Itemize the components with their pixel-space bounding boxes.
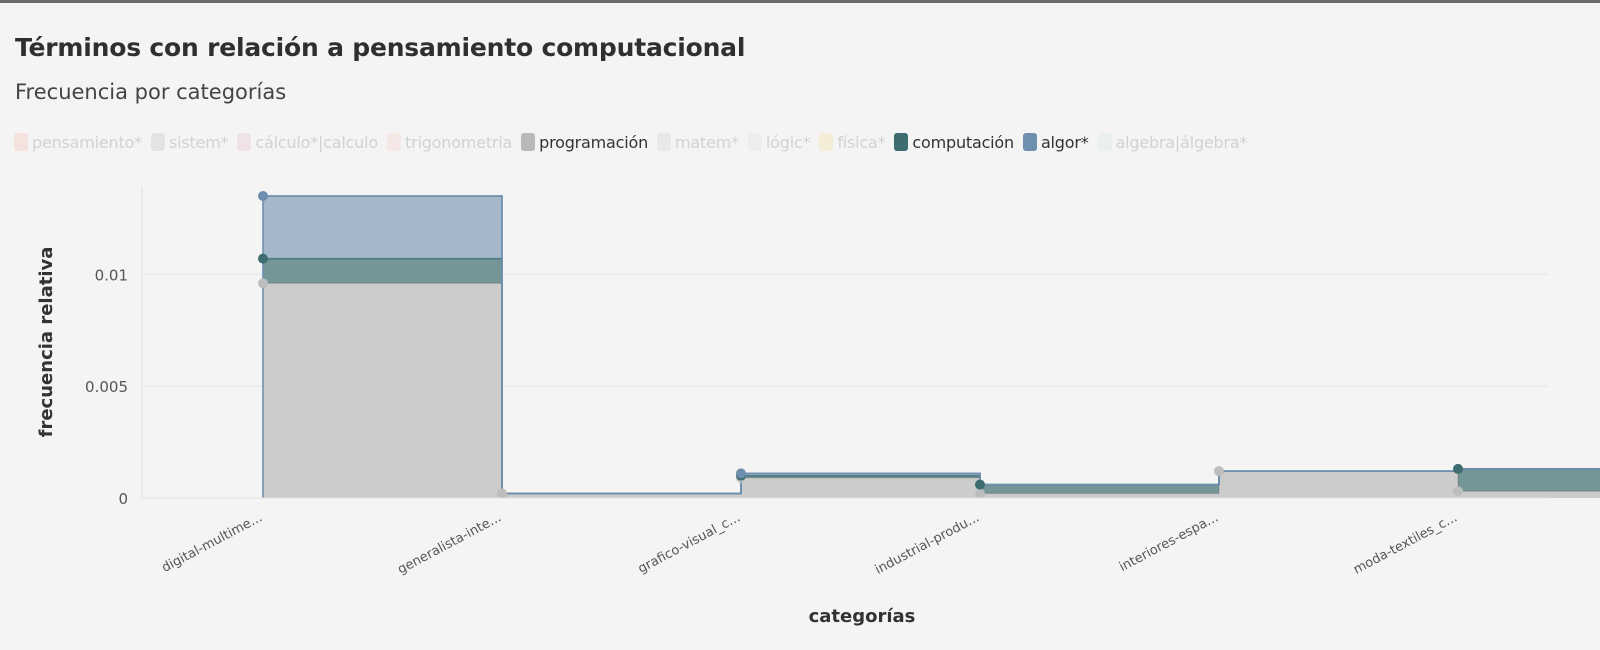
legend-item-10[interactable]: algebra|álgebra* [1097, 132, 1248, 152]
legend-label: cálculo*|calculo [255, 132, 379, 152]
legend-item-6[interactable]: lógic* [747, 132, 811, 152]
legend-item-4[interactable]: programación [521, 133, 648, 152]
legend-label: pensamiento* [32, 132, 142, 152]
legend-item-1[interactable]: sistem* [150, 132, 229, 152]
legend-label: computación [912, 132, 1014, 152]
legend-swatch [1022, 133, 1037, 151]
legend-label: programación [539, 132, 649, 152]
point-programación-0 [258, 278, 268, 289]
legend-item-9[interactable]: algor* [1022, 132, 1089, 152]
legend-swatch [747, 133, 762, 151]
legend-item-2[interactable]: cálculo*|calculo [237, 133, 378, 152]
legend-swatch [819, 133, 834, 151]
legend-label: matem* [675, 132, 739, 152]
point-programación-5 [1453, 486, 1463, 497]
point-programación-1 [497, 488, 507, 499]
top-border [0, 0, 1600, 3]
x-tick-label: generalista-inte... [395, 510, 503, 577]
chart-subtitle: Frecuencia por categorías [15, 80, 287, 104]
series-points [258, 191, 1463, 499]
y-tick-label: 0.01 [95, 266, 128, 284]
y-tick-label: 0 [118, 490, 128, 508]
legend-swatch [657, 133, 672, 151]
point-algor*-2 [736, 468, 746, 479]
legend-label: sistem* [168, 132, 229, 152]
legend-label: algebra|álgebra* [1115, 132, 1248, 152]
legend-swatch [150, 133, 165, 151]
point-algor*-0 [258, 191, 268, 201]
x-tick-label: grafico-visual_c... [636, 510, 743, 576]
legend-swatch [1097, 133, 1112, 151]
point-programación-3 [975, 488, 985, 499]
legend-swatch [237, 133, 252, 151]
x-tick-label: interiores-espa... [1117, 510, 1221, 575]
x-tick-label: digital-multime... [159, 510, 264, 576]
point-programación-4 [1214, 466, 1224, 477]
x-tick-label: moda-textiles_c... [1351, 510, 1460, 577]
legend-swatch [14, 133, 28, 151]
legend-label: algor* [1040, 132, 1089, 152]
legend-item-0[interactable]: pensamiento* [14, 133, 142, 152]
legend: pensamiento* sistem* cálculo*|calculo trigo… [14, 130, 1256, 154]
point-computación-0 [258, 253, 268, 264]
legend-label: lógic* [765, 132, 811, 152]
area-programación [263, 283, 1600, 498]
x-axis-title: categorías [809, 606, 916, 627]
legend-item-8[interactable]: computación [894, 133, 1014, 152]
legend-item-7[interactable]: física* [819, 132, 886, 152]
point-computación-5 [1453, 463, 1463, 474]
y-tick-label: 0.005 [85, 378, 128, 396]
legend-item-5[interactable]: matem* [657, 133, 739, 152]
legend-label: trigonometria [405, 132, 513, 152]
x-tick-label: industrial-produ... [873, 510, 982, 578]
legend-item-3[interactable]: trigonometria [387, 133, 512, 152]
legend-swatch [387, 133, 402, 151]
series-areas [262, 195, 1600, 498]
y-axis-title: frecuencia relativa [36, 247, 57, 438]
legend-swatch [894, 133, 909, 151]
chart-title: Términos con relación a pensamiento comp… [15, 33, 746, 62]
area-algor* [263, 196, 1600, 494]
area-computación [263, 258, 1600, 494]
legend-label: física* [837, 132, 886, 152]
legend-swatch [521, 133, 536, 151]
point-computación-3 [975, 479, 985, 490]
